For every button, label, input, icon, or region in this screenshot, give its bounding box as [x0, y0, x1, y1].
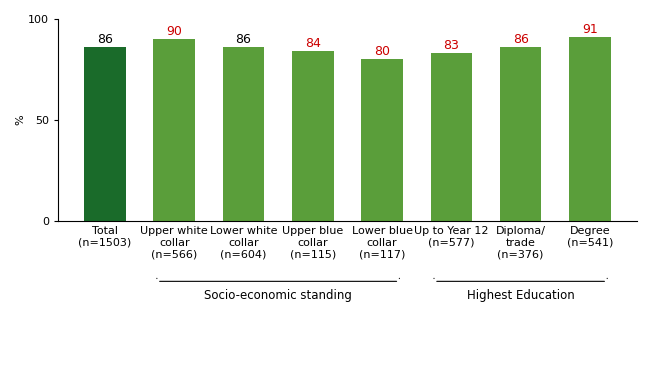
Bar	[361, 59, 403, 221]
Text: 84: 84	[305, 37, 321, 50]
Text: 86: 86	[97, 33, 113, 46]
Text: 90: 90	[166, 25, 182, 37]
Text: 91: 91	[582, 23, 598, 36]
Bar	[569, 37, 611, 221]
Bar	[292, 51, 334, 221]
Text: 86: 86	[512, 33, 529, 46]
Bar	[153, 39, 195, 221]
Bar	[223, 47, 264, 221]
Text: 86: 86	[235, 33, 252, 46]
Text: 80: 80	[374, 45, 390, 58]
Bar	[500, 47, 541, 221]
Text: Socio-economic standing: Socio-economic standing	[204, 290, 352, 302]
Y-axis label: %: %	[15, 115, 25, 125]
Bar	[84, 47, 126, 221]
Text: 83: 83	[443, 39, 459, 52]
Bar	[430, 53, 472, 221]
Text: Highest Education: Highest Education	[467, 290, 574, 302]
